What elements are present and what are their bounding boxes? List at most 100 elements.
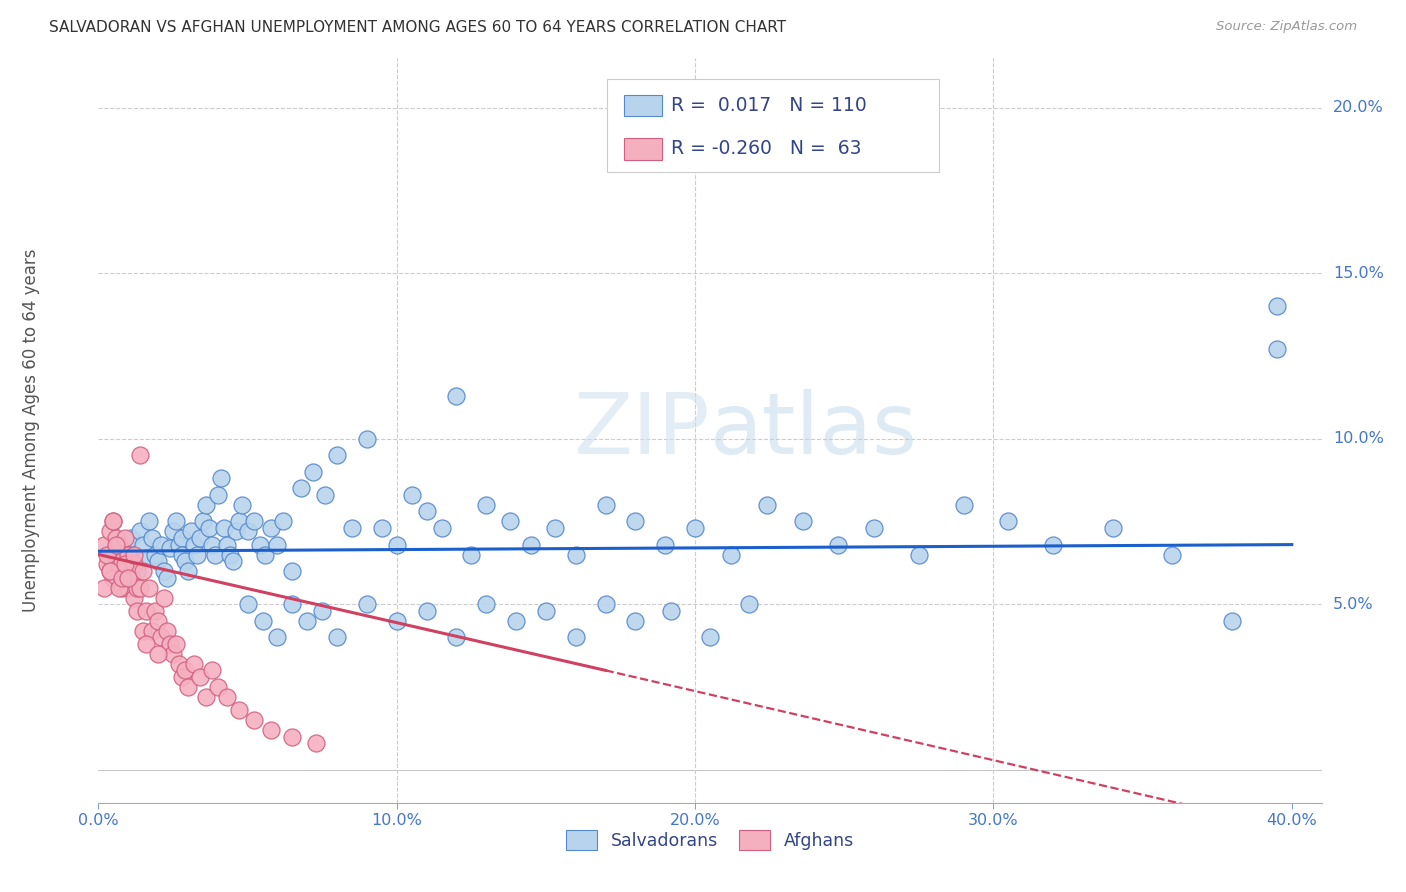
Point xyxy=(326,630,349,644)
Point xyxy=(114,564,136,578)
Point xyxy=(156,624,179,638)
Point xyxy=(132,624,155,638)
Point xyxy=(120,531,142,545)
Point xyxy=(114,531,136,545)
Point xyxy=(129,524,152,539)
Point xyxy=(138,581,160,595)
Point xyxy=(221,554,243,568)
Point xyxy=(132,564,155,578)
Point xyxy=(1265,299,1288,313)
Point xyxy=(162,524,184,539)
Point xyxy=(231,498,253,512)
Point xyxy=(117,571,139,585)
Point xyxy=(177,680,200,694)
Text: atlas: atlas xyxy=(710,389,918,472)
Point xyxy=(117,548,139,562)
Point xyxy=(135,637,157,651)
Point xyxy=(204,548,226,562)
Point xyxy=(105,531,128,545)
Point xyxy=(1265,343,1288,357)
Point xyxy=(122,554,145,568)
Point xyxy=(108,554,131,568)
Point xyxy=(520,538,543,552)
Text: R =  0.017   N = 110: R = 0.017 N = 110 xyxy=(671,95,866,115)
Point xyxy=(105,538,128,552)
Point xyxy=(135,550,157,565)
Point xyxy=(114,558,136,572)
Point xyxy=(297,614,319,628)
Point xyxy=(117,581,139,595)
Point xyxy=(129,581,152,595)
Point xyxy=(654,538,676,552)
Point xyxy=(122,548,145,562)
Point xyxy=(122,591,145,605)
Point xyxy=(150,538,173,552)
Point xyxy=(132,538,155,552)
Point xyxy=(194,690,217,704)
Point xyxy=(385,538,408,552)
Point xyxy=(194,498,217,512)
Point xyxy=(215,538,238,552)
Text: Source: ZipAtlas.com: Source: ZipAtlas.com xyxy=(1216,20,1357,33)
Point xyxy=(159,541,181,555)
Point xyxy=(186,548,208,562)
Point xyxy=(755,498,778,512)
Point xyxy=(340,521,363,535)
Point xyxy=(356,597,378,611)
Point xyxy=(188,531,211,545)
Point xyxy=(446,630,468,644)
Point xyxy=(997,515,1019,529)
Point xyxy=(201,664,224,678)
Point xyxy=(236,524,259,539)
Point xyxy=(305,736,328,750)
Point xyxy=(356,432,378,446)
Point xyxy=(281,564,304,578)
Point xyxy=(170,531,193,545)
Point xyxy=(93,538,115,552)
Point xyxy=(908,548,931,562)
Point xyxy=(143,548,166,562)
Text: ZIP: ZIP xyxy=(574,389,710,472)
Point xyxy=(326,448,349,462)
Point xyxy=(415,604,437,618)
Point xyxy=(127,604,149,618)
Point xyxy=(153,591,176,605)
Point xyxy=(127,564,149,578)
Point xyxy=(505,614,527,628)
Point xyxy=(207,680,229,694)
Point xyxy=(146,614,169,628)
Point xyxy=(183,538,205,552)
Point xyxy=(120,571,142,585)
Point xyxy=(103,558,125,572)
Point xyxy=(96,558,118,572)
Point xyxy=(212,521,235,535)
Point xyxy=(201,538,224,552)
Point xyxy=(135,604,157,618)
Point xyxy=(198,521,221,535)
Point xyxy=(1220,614,1243,628)
Point xyxy=(302,465,325,479)
Point xyxy=(595,498,617,512)
Point xyxy=(174,664,197,678)
Point xyxy=(1161,548,1184,562)
Point xyxy=(165,515,187,529)
Point xyxy=(98,548,121,562)
Point xyxy=(111,571,134,585)
Point xyxy=(225,524,247,539)
Point xyxy=(156,571,179,585)
Point xyxy=(98,564,121,578)
Point xyxy=(98,524,121,539)
Point xyxy=(499,515,522,529)
Point xyxy=(141,531,163,545)
Point xyxy=(311,604,333,618)
Point xyxy=(129,448,152,462)
Text: 15.0%: 15.0% xyxy=(1333,266,1384,281)
Point xyxy=(475,498,498,512)
Point xyxy=(215,690,238,704)
Point xyxy=(624,614,647,628)
Point xyxy=(146,554,169,568)
Point xyxy=(260,521,283,535)
Point xyxy=(699,630,721,644)
Point xyxy=(103,515,125,529)
Point xyxy=(177,564,200,578)
